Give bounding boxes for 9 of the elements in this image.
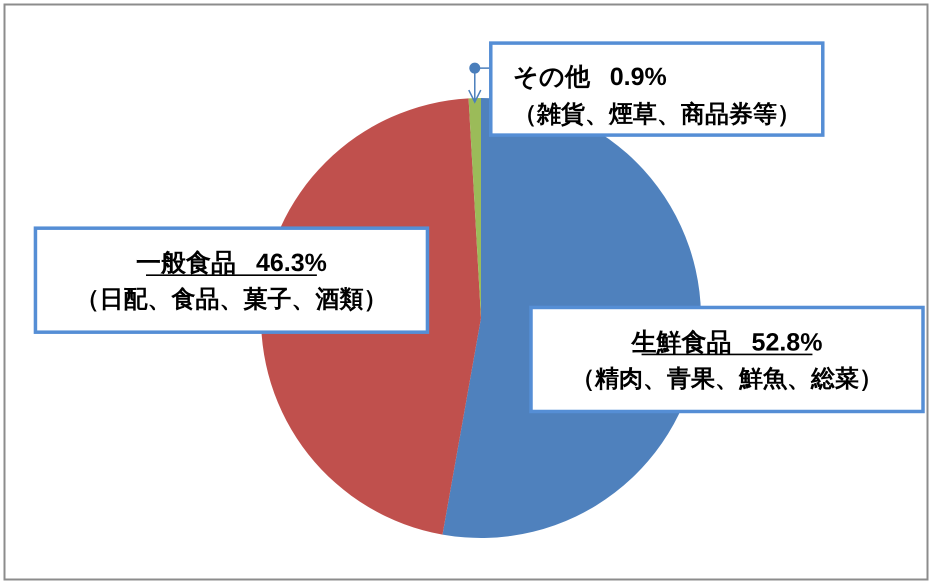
text: （精肉、青果、鮮魚、総菜） <box>571 365 883 392</box>
data-label: 0.9% <box>610 63 667 92</box>
data-label: 46.3% <box>256 249 327 278</box>
text: （雑貨、煙草、商品券等） <box>512 101 801 128</box>
slice-label: その他 <box>512 63 591 92</box>
text: （日配、食品、菓子、酒類） <box>75 286 388 314</box>
slice-label: 生鮮食品 <box>630 328 732 356</box>
slice-label: 一般食品 <box>136 249 236 278</box>
data-label: 52.8% <box>752 328 822 356</box>
